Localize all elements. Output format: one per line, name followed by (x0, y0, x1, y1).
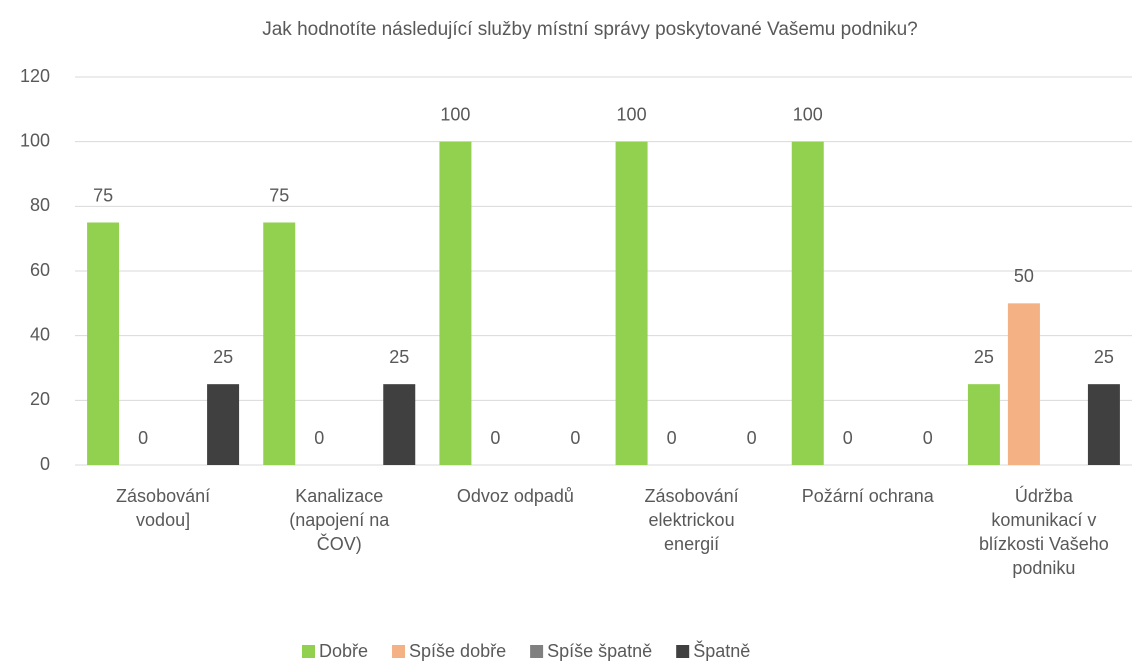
x-tick-label: Kanalizace (295, 486, 383, 506)
y-tick-label: 20 (30, 389, 50, 409)
legend-swatch (392, 645, 406, 658)
data-label: 0 (923, 428, 933, 448)
x-tick-label: vodou] (136, 510, 190, 530)
bar (439, 141, 472, 465)
legend-label: Spíše dobře (409, 641, 506, 661)
y-tick-label: 100 (20, 130, 50, 150)
data-label: 100 (440, 104, 470, 124)
y-tick-label: 80 (30, 195, 50, 215)
bar (1007, 303, 1040, 465)
y-tick-label: 0 (40, 454, 50, 474)
data-label: 100 (617, 104, 647, 124)
data-label: 25 (389, 347, 409, 367)
data-label: 0 (314, 428, 324, 448)
legend-label: Dobře (319, 641, 368, 661)
bar (967, 384, 1000, 465)
y-tick-label: 120 (20, 66, 50, 86)
data-label: 25 (213, 347, 233, 367)
legend-swatch (530, 645, 544, 658)
legend-swatch (676, 645, 690, 658)
data-label: 25 (974, 347, 994, 367)
data-label: 0 (843, 428, 853, 448)
x-tick-label: Odvoz odpadů (457, 486, 574, 506)
data-label: 100 (793, 104, 823, 124)
legend-label: Špatně (693, 640, 750, 661)
x-tick-label: Požární ochrana (802, 486, 935, 506)
x-tick-label: (napojení na (289, 510, 390, 530)
x-tick-label: blízkosti Vašeho (979, 534, 1109, 554)
bar (263, 222, 296, 465)
bar (87, 222, 120, 465)
x-tick-label: Zásobování (645, 486, 739, 506)
legend-label: Spíše špatně (547, 641, 652, 661)
data-label: 0 (667, 428, 677, 448)
data-label: 0 (490, 428, 500, 448)
y-tick-label: 40 (30, 324, 50, 344)
data-label: 0 (570, 428, 580, 448)
data-label: 75 (269, 185, 289, 205)
x-tick-label: elektrickou (649, 510, 735, 530)
x-tick-label: ČOV) (317, 533, 362, 554)
y-tick-label: 60 (30, 260, 50, 280)
bar (791, 141, 824, 465)
x-tick-label: podniku (1012, 558, 1075, 578)
data-label: 75 (93, 185, 113, 205)
chart-title: Jak hodnotíte následující služby místní … (262, 19, 918, 40)
bar (615, 141, 648, 465)
bar (1087, 384, 1120, 465)
x-tick-label: energií (664, 534, 719, 554)
data-label: 0 (747, 428, 757, 448)
x-tick-label: Zásobování (116, 486, 210, 506)
bar (383, 384, 416, 465)
bar (207, 384, 240, 465)
legend-swatch (302, 645, 315, 658)
data-label: 50 (1014, 266, 1034, 286)
x-tick-label: komunikací v (991, 510, 1096, 530)
data-label: 25 (1094, 347, 1114, 367)
x-tick-label: Údržba (1015, 485, 1074, 506)
data-label: 0 (138, 428, 148, 448)
